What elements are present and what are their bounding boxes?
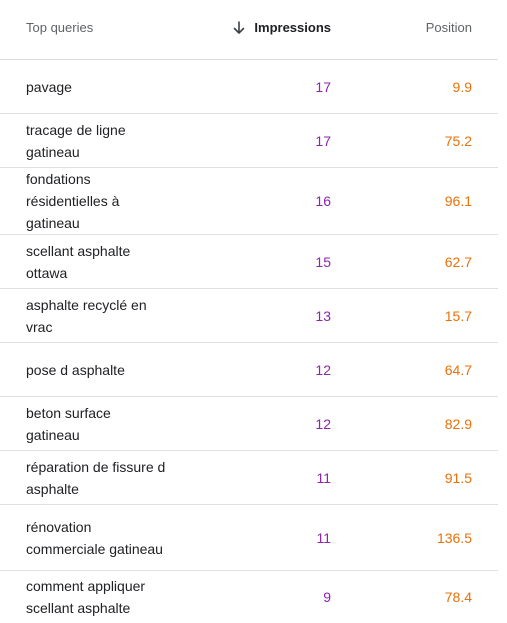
table-row[interactable]: scellant asphalte ottawa 15 62.7	[0, 235, 498, 289]
query-cell: tracage de ligne gatineau	[26, 121, 126, 160]
table-row[interactable]: asphalte recyclé en vrac 13 15.7	[0, 289, 498, 343]
table-row[interactable]: fondations résidentielles à gatineau 16 …	[0, 168, 498, 235]
query-cell: comment appliquer scellant asphalte	[26, 578, 146, 616]
query-cell: fondations résidentielles à gatineau	[26, 171, 120, 231]
query-cell: asphalte recyclé en vrac	[26, 296, 147, 335]
table-row[interactable]: rénovation commerciale gatineau 11 136.5	[0, 505, 498, 571]
column-header-impressions-label: Impressions	[254, 20, 331, 35]
query-cell: pavage	[26, 78, 72, 95]
impressions-cell: 11	[316, 529, 331, 546]
query-cell: pose d asphalte	[26, 361, 125, 378]
table-row[interactable]: réparation de fissure d asphalte 11 91.5	[0, 451, 498, 505]
query-cell: rénovation commerciale gatineau	[26, 518, 163, 557]
position-cell: 75.2	[444, 132, 472, 149]
query-cell: réparation de fissure d asphalte	[26, 458, 166, 497]
table-row[interactable]: pose d asphalte 12 64.7	[0, 343, 498, 397]
table-row[interactable]: tracage de ligne gatineau 17 75.2	[0, 114, 498, 168]
impressions-cell: 16	[315, 193, 331, 209]
impressions-cell: 13	[315, 307, 331, 324]
position-cell: 15.7	[444, 307, 472, 324]
impressions-cell: 12	[315, 415, 331, 432]
position-cell: 96.1	[444, 193, 472, 209]
query-cell: beton surface gatineau	[26, 404, 111, 443]
arrow-down-icon[interactable]	[232, 21, 246, 35]
position-cell: 91.5	[444, 469, 472, 486]
position-cell: 9.9	[452, 78, 472, 95]
column-header-impressions[interactable]: Impressions	[232, 20, 331, 36]
table-row[interactable]: pavage 17 9.9	[0, 60, 498, 114]
position-cell: 78.4	[444, 589, 472, 605]
position-cell: 64.7	[444, 361, 472, 378]
impressions-cell: 17	[315, 132, 331, 149]
column-header-position[interactable]: Position	[425, 20, 472, 35]
position-cell: 62.7	[444, 253, 472, 270]
table-row[interactable]: beton surface gatineau 12 82.9	[0, 397, 498, 451]
impressions-cell: 9	[323, 589, 331, 605]
position-cell: 136.5	[436, 529, 472, 546]
impressions-cell: 17	[315, 78, 331, 95]
query-cell: scellant asphalte ottawa	[26, 242, 131, 281]
position-cell: 82.9	[444, 415, 472, 432]
impressions-cell: 12	[315, 361, 331, 378]
column-header-top-queries[interactable]: Top queries	[26, 20, 94, 35]
table-row[interactable]: comment appliquer scellant asphalte 9 78…	[0, 571, 498, 623]
table-header: Top queries Impressions Position	[0, 0, 498, 60]
impressions-cell: 11	[316, 469, 331, 486]
impressions-cell: 15	[315, 253, 331, 270]
